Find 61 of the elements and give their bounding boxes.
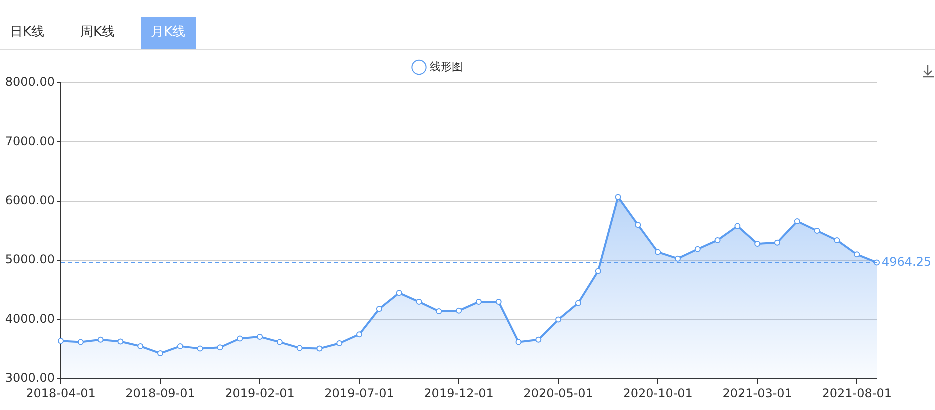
point (794, 218, 800, 225)
x-tick-label: 2019-12-01 (424, 386, 494, 400)
point (754, 241, 761, 248)
point (416, 299, 422, 306)
point (615, 194, 622, 200)
point (396, 290, 402, 296)
point (516, 339, 522, 346)
point (177, 343, 184, 350)
point (217, 344, 224, 351)
text: 月K线 (141, 17, 196, 49)
point (694, 246, 701, 252)
point (118, 338, 124, 345)
y-tick-label: 5000.00 (5, 252, 55, 267)
point (536, 336, 542, 343)
point (734, 223, 741, 230)
y-tick-label: 7000.00 (5, 134, 55, 148)
y-tick-label: 6000.00 (5, 194, 55, 208)
x-tick-label: 2020-10-01 (623, 386, 693, 400)
point (635, 222, 642, 228)
point (296, 345, 303, 352)
x-tick-label: 2019-07-01 (324, 386, 394, 400)
point (575, 300, 582, 306)
y-tick-label: 8000.00 (5, 75, 55, 90)
x-tick-label: 2018-09-01 (126, 386, 196, 400)
point (98, 336, 104, 343)
point (316, 346, 323, 352)
point (834, 237, 840, 244)
point (854, 252, 860, 258)
point (496, 299, 502, 306)
point (674, 256, 681, 262)
point (814, 228, 820, 234)
point (595, 268, 602, 274)
x-tick-label: 2021-03-01 (722, 386, 792, 400)
point (714, 237, 721, 244)
point (456, 308, 462, 314)
point (376, 306, 382, 312)
point (774, 240, 780, 246)
point (436, 308, 442, 315)
point (197, 346, 204, 352)
text: 日K线 (9, 24, 46, 42)
x-tick-label: 2018-04-01 (26, 386, 96, 400)
point (556, 316, 562, 323)
y-tick-label: 4000.00 (5, 312, 55, 326)
x-tick-label: 2019-02-01 (225, 386, 295, 400)
point (356, 332, 363, 338)
point (158, 350, 164, 357)
point (476, 299, 482, 306)
point (257, 334, 264, 340)
point (237, 336, 244, 342)
y-tick-label: 3000.00 (5, 371, 55, 386)
point (276, 339, 283, 346)
legend-label: 线形图 (430, 60, 463, 74)
point (655, 249, 662, 256)
x-tick-label: 2021-08-01 (822, 386, 892, 400)
ref-line-label: 4964.25 (882, 254, 932, 269)
point (78, 339, 84, 346)
point (138, 343, 144, 350)
text: 周K线 (80, 24, 116, 42)
point (336, 340, 343, 346)
x-tick-label: 2020-05-01 (524, 386, 594, 400)
point (58, 338, 64, 344)
